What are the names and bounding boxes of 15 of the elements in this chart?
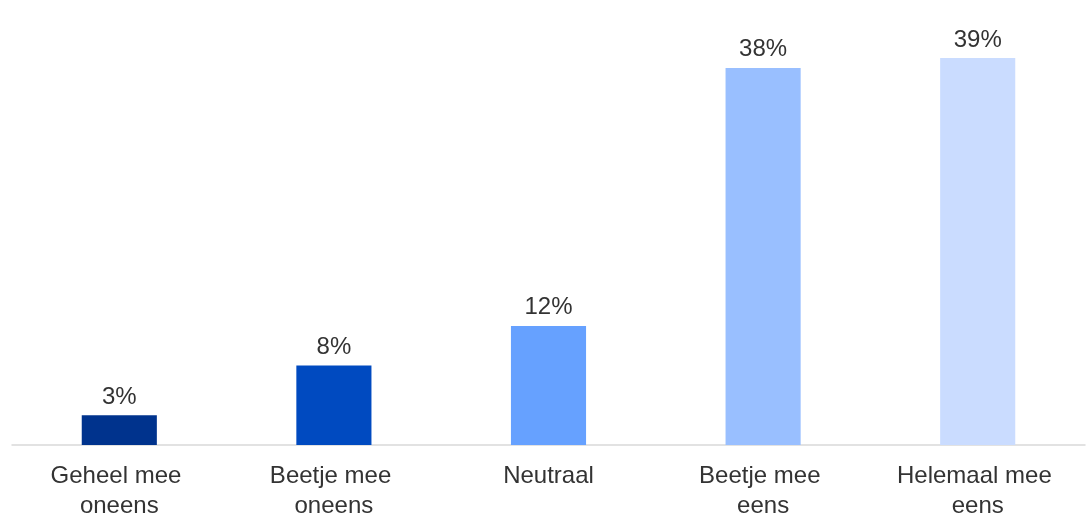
x-tick-label: Beetje mee oneens <box>269 460 398 518</box>
bar <box>296 365 372 445</box>
x-tick-label: Neutraal <box>503 460 594 488</box>
data-label: 39% <box>953 24 1002 52</box>
x-tick-label: Beetje mee eens <box>699 460 828 518</box>
bar <box>510 325 587 445</box>
bar <box>940 58 1016 445</box>
bar <box>725 67 801 445</box>
data-label: 8% <box>316 332 352 360</box>
x-tick-label: Helemaal mee eens <box>897 460 1059 518</box>
bar <box>81 415 157 445</box>
x-tick-label: Geheel mee oneens <box>50 460 189 518</box>
data-label: 38% <box>739 34 788 62</box>
data-label: 12% <box>524 292 573 320</box>
data-label: 3% <box>101 381 137 409</box>
